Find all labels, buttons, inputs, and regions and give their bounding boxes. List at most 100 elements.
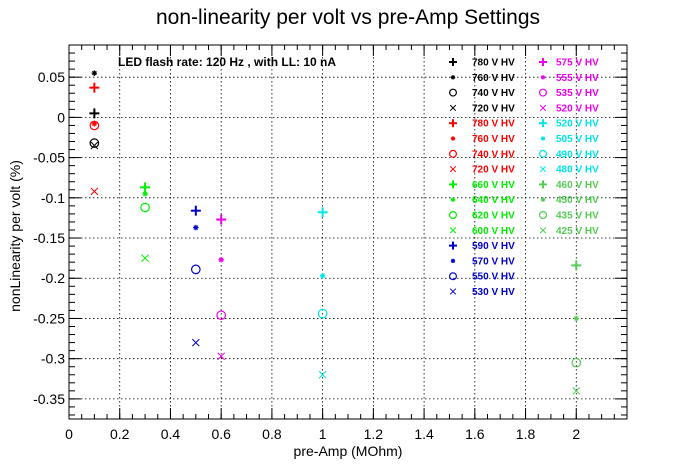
x-tick-label: 1.8: [516, 426, 536, 442]
legend-marker: [449, 119, 457, 128]
data-point: [89, 82, 100, 93]
legend-marker: [449, 58, 457, 66]
legend-entry: 570 V HV: [450, 256, 515, 267]
grid-lines: [68, 45, 627, 419]
legend-entry: 460 V HV: [539, 180, 599, 191]
legend-label: 490 V HV: [556, 149, 599, 160]
legend-entry: 450 V HV: [540, 195, 599, 206]
x-tick-label: 0.6: [211, 426, 231, 442]
legend-label: 640 V HV: [472, 195, 515, 206]
data-point: [91, 70, 98, 76]
legend-marker: [450, 258, 456, 264]
data-point: [142, 191, 148, 197]
legend-marker: [539, 165, 547, 173]
legend-entry: 640 V HV: [450, 195, 515, 206]
data-point: [140, 182, 151, 193]
y-tick-label: -0.2: [41, 270, 65, 286]
legend-label: 450 V HV: [556, 195, 599, 206]
legend-label: 520 V HV: [556, 103, 599, 114]
x-tick-label: 0: [65, 426, 73, 442]
legend-entry: 520 V HV: [539, 119, 599, 130]
legend-marker: [449, 227, 457, 234]
data-point: [317, 207, 328, 218]
data-point: [571, 260, 582, 271]
legend-label: 740 V HV: [472, 88, 515, 99]
data-point: [218, 256, 224, 263]
legend-label: 760 V HV: [472, 134, 515, 145]
legend-label: 555 V HV: [556, 73, 599, 84]
axis-ticks: [68, 44, 628, 419]
legend-label: 570 V HV: [472, 256, 515, 267]
x-tick-label: 1.4: [414, 426, 434, 442]
data-point: [140, 202, 150, 213]
legend-marker: [449, 272, 458, 281]
legend-label: 435 V HV: [556, 211, 599, 222]
x-tick-label: 1.2: [364, 426, 384, 442]
legend: 780 V HV 760 V HV 740 V HV 720 V HV 780 V HV…: [449, 58, 599, 298]
legend-entry: 780 V HV: [449, 119, 515, 130]
data-point: [216, 310, 227, 321]
legend-entry: 550 V HV: [449, 272, 515, 283]
y-tick-label: 0: [57, 109, 65, 125]
legend-entry: 435 V HV: [538, 211, 599, 222]
legend-entry: 520 V HV: [539, 103, 599, 114]
legend-label: 535 V HV: [556, 88, 599, 99]
legend-entry: 480 V HV: [539, 165, 599, 176]
legend-label: 760 V HV: [472, 73, 515, 84]
data-point: [89, 138, 100, 148]
legend-label: 590 V HV: [472, 241, 515, 252]
legend-marker: [449, 149, 458, 158]
x-tick-label: 2: [572, 426, 580, 442]
data-point: [572, 386, 581, 395]
legend-label: 740 V HV: [472, 149, 515, 160]
legend-entry: 535 V HV: [538, 88, 599, 99]
x-tick-label: 0.2: [110, 426, 130, 442]
legend-entry: 760 V HV: [450, 134, 515, 145]
data-point: [217, 352, 226, 361]
legend-entry: 600 V HV: [449, 226, 515, 237]
legend-marker: [449, 211, 458, 220]
data-points: [89, 70, 582, 395]
data-point: [90, 141, 99, 150]
x-tick-label: 1: [319, 426, 327, 442]
data-point: [319, 273, 326, 279]
legend-label: 425 V HV: [556, 226, 599, 237]
legend-entry: 760 V HV: [450, 73, 515, 84]
legend-entry: 425 V HV: [539, 226, 599, 237]
legend-label: 550 V HV: [472, 272, 515, 283]
data-point: [193, 224, 199, 231]
legend-marker: [539, 227, 547, 234]
y-tick-label: -0.1: [41, 190, 65, 206]
x-axis-label: pre-Amp (MOhm): [294, 443, 403, 459]
x-tick-labels: 0 0.2 0.4 0.6 0.8 1 1.2 1.4 1.6 1.8 2: [65, 426, 580, 442]
legend-entry: 530 V HV: [449, 287, 515, 298]
legend-entry: 720 V HV: [449, 165, 515, 176]
legend-entry: 490 V HV: [538, 149, 599, 160]
data-point: [89, 108, 100, 119]
legend-entry: 555 V HV: [540, 73, 599, 84]
y-axis-label: nonLinearity per volt (%): [7, 160, 23, 312]
legend-marker: [540, 75, 546, 80]
legend-marker: [538, 211, 547, 220]
legend-entry: 780 V HV: [449, 58, 515, 69]
legend-marker: [449, 241, 457, 250]
data-point: [318, 370, 327, 379]
legend-marker: [450, 197, 456, 202]
legend-label: 480 V HV: [556, 165, 599, 176]
legend-entry: 505 V HV: [540, 134, 599, 145]
data-point: [190, 264, 201, 275]
y-tick-label: -0.3: [41, 351, 65, 367]
legend-marker: [538, 149, 547, 158]
y-tick-labels: 0.05 0 -0.05 -0.1 -0.15 -0.2 -0.25 -0.3 -0.35: [33, 69, 65, 407]
data-point: [91, 121, 98, 127]
legend-marker: [449, 288, 457, 295]
data-point: [571, 357, 582, 368]
legend-marker: [538, 88, 547, 97]
legend-marker: [540, 197, 546, 202]
y-tick-label: 0.05: [38, 69, 65, 85]
chart-title: non-linearity per volt vs pre-Amp Settin…: [156, 6, 540, 29]
data-point: [89, 120, 100, 131]
legend-label: 600 V HV: [472, 226, 515, 237]
